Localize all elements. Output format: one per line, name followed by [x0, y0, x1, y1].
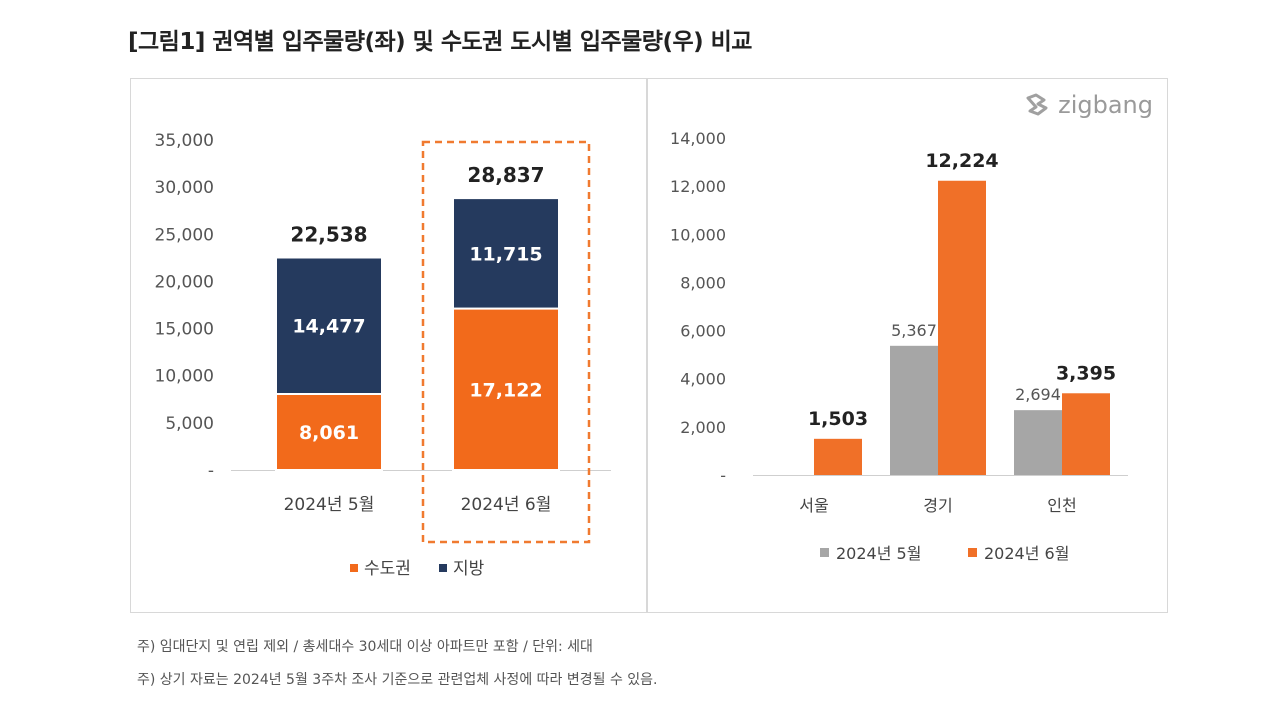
- page-title: [그림1] 권역별 입주물량(좌) 및 수도권 도시별 입주물량(우) 비교: [128, 29, 752, 55]
- highlight-box: [421, 140, 591, 544]
- bar-value-label: 3,395: [1056, 362, 1116, 384]
- y-tick-label: 25,000: [155, 225, 214, 245]
- x-tick-label: 인천: [1047, 496, 1076, 515]
- y-tick-label: 35,000: [155, 131, 214, 151]
- bar: [1062, 393, 1110, 475]
- y-tick-label: 14,000: [670, 129, 726, 148]
- x-tick-label: 경기: [923, 496, 952, 515]
- y-tick-label: 10,000: [155, 367, 214, 387]
- bar-total-label: 28,837: [467, 163, 544, 187]
- bar-segment: [275, 392, 383, 471]
- y-tick-label: 30,000: [155, 178, 214, 198]
- x-tick-label: 서울: [799, 496, 828, 515]
- legend-swatch: [439, 564, 447, 572]
- bar-value-label: 12,224: [925, 150, 998, 172]
- brand-logo-text: zigbang: [1058, 91, 1153, 119]
- y-tick-label: 20,000: [155, 272, 214, 292]
- bar-segment: [452, 307, 560, 471]
- bar: [1014, 410, 1062, 475]
- y-tick-label: 15,000: [155, 320, 214, 340]
- y-tick-label: 10,000: [670, 225, 726, 244]
- footnote-1: 주) 임대단지 및 연립 제외 / 총세대수 30세대 이상 아파트만 포함 /…: [137, 639, 593, 655]
- stacked-bar-chart: - 5,000 10,000 15,000 20,000 25,000 30,000 35,0…: [155, 131, 611, 579]
- legend-label: 수도권: [364, 559, 411, 579]
- y-tick-label: 12,000: [670, 177, 726, 196]
- y-tick-label: -: [720, 466, 726, 485]
- legend-swatch: [820, 548, 829, 557]
- legend-label: 2024년 5월: [836, 544, 921, 563]
- y-tick-label: 6,000: [680, 322, 726, 341]
- bar-value-label: 8,061: [299, 422, 359, 444]
- bar-value-label: 2,694: [1015, 385, 1061, 404]
- bar: [814, 438, 862, 475]
- bar-total-label: 22,538: [290, 222, 367, 246]
- bar-value-label: 17,122: [469, 379, 542, 401]
- y-tick-label: 2,000: [680, 418, 726, 437]
- x-tick-label: 2024년 5월: [284, 495, 375, 515]
- bar-value-label: 14,477: [292, 316, 365, 338]
- bar-value-label: 1,503: [808, 408, 868, 430]
- x-tick-label: 2024년 6월: [461, 495, 552, 515]
- bar-value-label: 11,715: [469, 243, 542, 265]
- legend-swatch: [968, 548, 977, 557]
- zigbang-logo-icon: [1026, 93, 1048, 116]
- bar-value-label: 5,367: [891, 321, 937, 340]
- right-chart-panel: zigbang - 2,000 4,000 6,000 8,000 10,000 12,00…: [647, 78, 1168, 613]
- bar: [938, 180, 986, 475]
- brand-logo: zigbang: [1022, 91, 1153, 119]
- y-tick-label: 4,000: [680, 370, 726, 389]
- y-tick-label: -: [208, 461, 214, 481]
- legend-label: 지방: [453, 559, 485, 579]
- legend-label: 2024년 6월: [984, 544, 1069, 563]
- legend-swatch: [350, 564, 358, 572]
- bar-segment: [452, 197, 560, 310]
- bar-segment: [275, 256, 383, 395]
- footnote-2: 주) 상기 자료는 2024년 5월 3주차 조사 기준으로 관련업체 사정에 …: [137, 672, 658, 688]
- left-chart-panel: - 5,000 10,000 15,000 20,000 25,000 30,000 35,0…: [130, 78, 647, 613]
- grouped-bar-chart: - 2,000 4,000 6,000 8,000 10,000 12,000 14,000 1…: [670, 129, 1128, 563]
- y-tick-label: 5,000: [165, 414, 214, 434]
- bar: [890, 345, 938, 475]
- y-tick-label: 8,000: [680, 273, 726, 292]
